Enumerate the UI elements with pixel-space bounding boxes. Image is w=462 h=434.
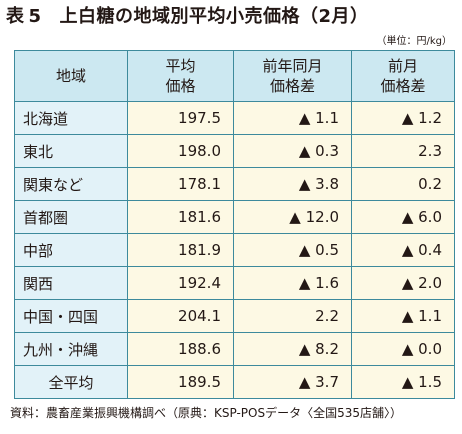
header-yoy-diff: 前年同月 価格差 (233, 50, 352, 102)
table-row: 関東など 178.1 ▲ 3.8 0.2 (14, 167, 455, 201)
mom-diff-cell: 0.2 (351, 167, 455, 201)
region-cell: 関西 (14, 266, 128, 300)
source-note: 資料：農畜産業振興機構調べ（原典：KSP-POSデータ〈全国535店舗〉） (10, 406, 402, 420)
table-row: 首都圏 181.6 ▲ 12.0 ▲ 6.0 (14, 200, 455, 234)
header-line: 前年同月 (262, 57, 323, 75)
average-price-cell: 181.9 (127, 233, 234, 267)
average-price-cell: 178.1 (127, 167, 234, 201)
header-row: 地域 平均 価格 前年同月 価格差 前月 価格差 (14, 50, 455, 102)
mom-diff-cell: ▲ 1.1 (351, 299, 455, 333)
table-row: 中部 181.9 ▲ 0.5 ▲ 0.4 (14, 233, 455, 267)
region-cell: 中国・四国 (14, 299, 128, 333)
yoy-diff-cell: ▲ 0.5 (233, 233, 352, 267)
table-title: 表 5 上白糖の地域別平均小売価格（2月） (6, 4, 458, 30)
yoy-diff-cell: ▲ 8.2 (233, 332, 352, 366)
table-row: 九州・沖縄 188.6 ▲ 8.2 ▲ 0.0 (14, 332, 455, 366)
region-cell: 全平均 (14, 365, 128, 399)
mom-diff-cell: 2.3 (351, 134, 455, 168)
title-number: 5 (28, 6, 42, 27)
yoy-diff-cell: ▲ 0.3 (233, 134, 352, 168)
region-cell: 九州・沖縄 (14, 332, 128, 366)
average-price-cell: 192.4 (127, 266, 234, 300)
average-price-cell: 204.1 (127, 299, 234, 333)
average-price-cell: 197.5 (127, 101, 234, 135)
total-row: 全平均 189.5 ▲ 3.7 ▲ 1.5 (14, 365, 455, 399)
mom-diff-cell: ▲ 0.4 (351, 233, 455, 267)
table-row: 東北 198.0 ▲ 0.3 2.3 (14, 134, 455, 168)
yoy-diff-cell: ▲ 3.8 (233, 167, 352, 201)
table-row: 中国・四国 204.1 2.2 ▲ 1.1 (14, 299, 455, 333)
header-line: 価格差 (380, 77, 426, 95)
table-row: 関西 192.4 ▲ 1.6 ▲ 2.0 (14, 266, 455, 300)
region-cell: 関東など (14, 167, 128, 201)
average-price-cell: 189.5 (127, 365, 234, 399)
mom-diff-cell: ▲ 2.0 (351, 266, 455, 300)
unit-note: （単位：円/kg） (376, 36, 452, 47)
header-line: 地域 (55, 67, 86, 85)
yoy-diff-cell: ▲ 12.0 (233, 200, 352, 234)
mom-diff-cell: ▲ 1.2 (351, 101, 455, 135)
mom-diff-cell: ▲ 1.5 (351, 365, 455, 399)
header-average-price: 平均 価格 (127, 50, 234, 102)
mom-diff-cell: ▲ 6.0 (351, 200, 455, 234)
header-line: 平均 (165, 57, 196, 75)
header-line: 価格 (165, 77, 196, 95)
title-label: 表 (6, 6, 25, 27)
header-region: 地域 (14, 50, 128, 102)
yoy-diff-cell: ▲ 1.6 (233, 266, 352, 300)
average-price-cell: 181.6 (127, 200, 234, 234)
mom-diff-cell: ▲ 0.0 (351, 332, 455, 366)
region-cell: 首都圏 (14, 200, 128, 234)
header-line: 前月 (387, 57, 418, 75)
header-line: 価格差 (269, 77, 315, 95)
price-table: 地域 平均 価格 前年同月 価格差 前月 価格差 北海道 197.5 ▲ 1.1… (14, 50, 455, 399)
yoy-diff-cell: 2.2 (233, 299, 352, 333)
header-mom-diff: 前月 価格差 (351, 50, 455, 102)
table-row: 北海道 197.5 ▲ 1.1 ▲ 1.2 (14, 101, 455, 135)
yoy-diff-cell: ▲ 1.1 (233, 101, 352, 135)
yoy-diff-cell: ▲ 3.7 (233, 365, 352, 399)
title-text: 上白糖の地域別平均小売価格（2月） (59, 6, 369, 27)
average-price-cell: 188.6 (127, 332, 234, 366)
average-price-cell: 198.0 (127, 134, 234, 168)
region-cell: 中部 (14, 233, 128, 267)
region-cell: 東北 (14, 134, 128, 168)
region-cell: 北海道 (14, 101, 128, 135)
